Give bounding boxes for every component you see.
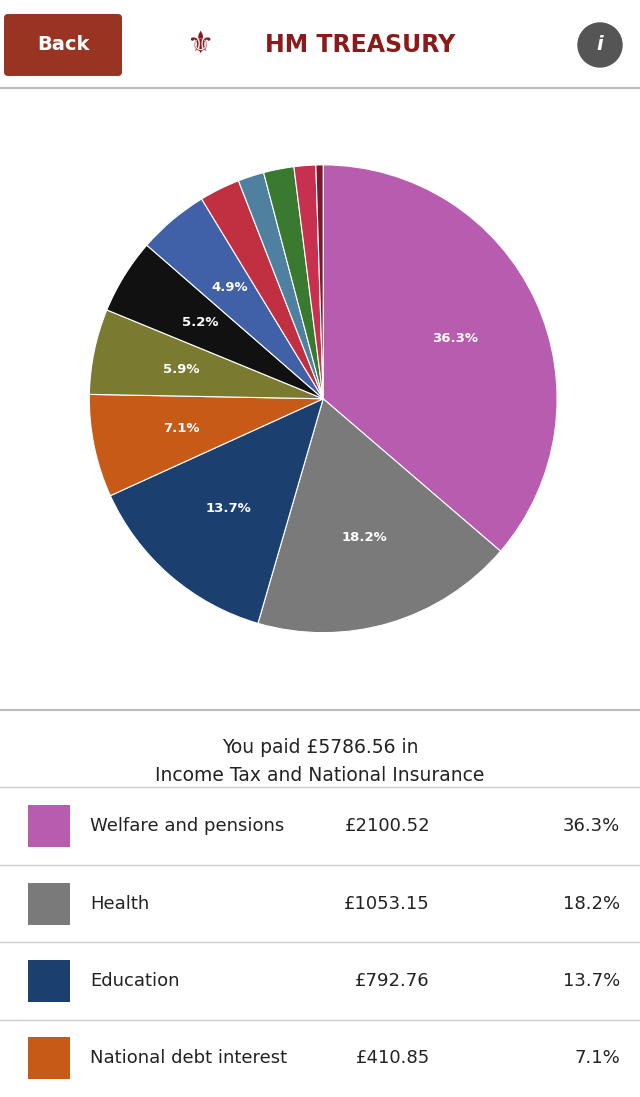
Wedge shape [147, 199, 323, 399]
Text: 36.3%: 36.3% [432, 331, 478, 344]
Text: Welfare and pensions: Welfare and pensions [90, 817, 284, 835]
Wedge shape [107, 246, 323, 399]
Text: Education: Education [90, 972, 179, 989]
Wedge shape [90, 394, 323, 496]
Text: Health: Health [90, 894, 149, 913]
Text: You paid £5786.56 in
Income Tax and National Insurance: You paid £5786.56 in Income Tax and Nati… [156, 737, 484, 784]
Text: 18.2%: 18.2% [563, 894, 620, 913]
Text: 5.2%: 5.2% [182, 316, 218, 329]
Bar [28, 1038, 70, 1079]
Text: 13.7%: 13.7% [563, 972, 620, 989]
Wedge shape [264, 167, 323, 399]
Bar [28, 805, 70, 847]
Text: £792.76: £792.76 [355, 972, 430, 989]
Text: National debt interest: National debt interest [90, 1050, 287, 1067]
Wedge shape [239, 172, 323, 399]
Text: ⚜: ⚜ [186, 31, 214, 59]
Text: £410.85: £410.85 [356, 1050, 430, 1067]
Text: i: i [596, 35, 604, 55]
Circle shape [578, 23, 622, 67]
Text: HM TREASURY: HM TREASURY [265, 33, 455, 57]
Text: £2100.52: £2100.52 [344, 817, 430, 835]
Text: £1053.15: £1053.15 [344, 894, 430, 913]
Text: 7.1%: 7.1% [163, 421, 200, 434]
Text: 4.9%: 4.9% [211, 282, 248, 294]
Wedge shape [258, 399, 500, 633]
Wedge shape [323, 165, 557, 551]
Wedge shape [294, 165, 323, 399]
Wedge shape [110, 399, 323, 623]
Text: 18.2%: 18.2% [342, 531, 387, 544]
Text: Back: Back [37, 35, 89, 55]
Bar [28, 883, 70, 925]
Text: 36.3%: 36.3% [563, 817, 620, 835]
Wedge shape [90, 310, 323, 399]
Wedge shape [316, 165, 323, 399]
Text: 5.9%: 5.9% [163, 363, 200, 376]
Text: 13.7%: 13.7% [205, 502, 252, 514]
Wedge shape [202, 181, 323, 399]
FancyBboxPatch shape [4, 14, 122, 76]
Bar [28, 960, 70, 1002]
Text: 7.1%: 7.1% [574, 1050, 620, 1067]
